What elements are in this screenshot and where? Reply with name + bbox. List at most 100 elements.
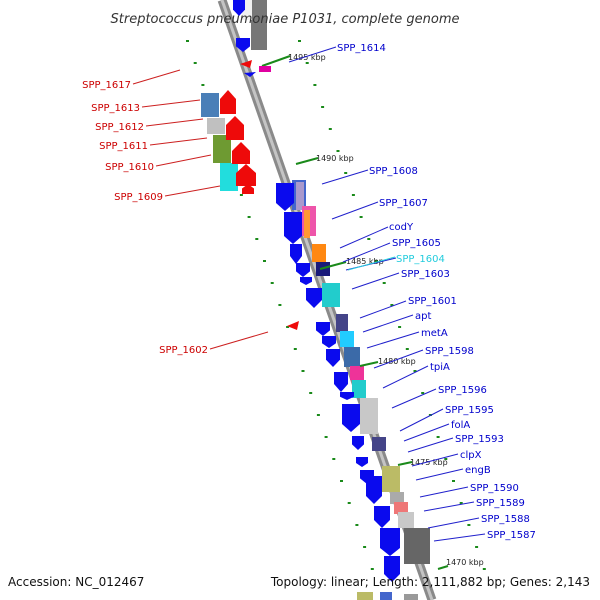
gene-label[interactable]: SPP_1595 — [445, 405, 494, 416]
forward-gene-arrow — [366, 476, 382, 504]
scale-dot — [363, 546, 367, 548]
scale-dot — [475, 546, 479, 548]
scale-dot — [405, 348, 409, 350]
gene-label[interactable]: clpX — [460, 450, 482, 461]
scale-dot — [293, 348, 297, 350]
gene-label[interactable]: SPP_1601 — [408, 296, 457, 307]
forward-gene-arrow — [342, 404, 360, 432]
forward-marker-icon — [244, 72, 256, 77]
gene-label[interactable]: codY — [389, 222, 414, 233]
page-title: Streptococcus pneumoniae P1031, complete… — [111, 12, 460, 27]
feature-box — [372, 437, 386, 451]
gene-label[interactable]: SPP_1587 — [487, 530, 536, 541]
feature-box — [259, 66, 271, 72]
gene-label[interactable]: SPP_1607 — [379, 198, 428, 209]
feature-box — [404, 594, 418, 600]
scale-dot — [436, 436, 440, 438]
highlight-leader — [347, 256, 396, 271]
gene-label[interactable]: folA — [451, 420, 470, 431]
feature-box — [201, 93, 219, 117]
gene-label[interactable]: SPP_1602 — [159, 345, 208, 356]
kbp-marker: 1495 kbp — [261, 53, 326, 67]
gene-label[interactable]: tpiA — [430, 362, 450, 373]
forward-gene-arrow — [276, 183, 294, 211]
scale-dot — [328, 128, 332, 130]
scale-dot — [370, 568, 374, 570]
scale-dot — [482, 568, 486, 570]
forward-gene-arrow — [296, 263, 310, 277]
forward-gene-arrow — [300, 277, 312, 285]
gene-label[interactable]: SPP_1609 — [114, 192, 163, 203]
forward-gene-arrow — [233, 0, 245, 16]
kbp-label: 1480 kbp — [378, 357, 416, 366]
gene-label[interactable]: SPP_1589 — [476, 498, 525, 509]
kbp-label: 1475 kbp — [410, 458, 448, 467]
forward-gene-arrow — [340, 392, 354, 400]
scale-dot — [359, 216, 363, 218]
scale-dot — [309, 392, 313, 394]
kbp-marker: 1485 kbp — [319, 257, 384, 270]
gene-label[interactable]: metA — [421, 328, 448, 339]
feature-box — [340, 331, 354, 347]
kbp-label: 1495 kbp — [288, 53, 326, 62]
topology-text: Topology: linear; Length: 2,111,882 bp; … — [270, 575, 590, 589]
gene-label[interactable]: SPP_1608 — [369, 166, 418, 177]
scale-dot — [298, 40, 301, 42]
kbp-label: 1490 kbp — [316, 154, 354, 163]
forward-gene-arrow — [384, 556, 400, 582]
scale-dot — [186, 40, 189, 42]
scale-dot — [263, 260, 266, 262]
forward-gene-labels: SPP_1614 SPP_1608 SPP_1607 codY SPP_1605… — [337, 43, 536, 541]
feature-box — [220, 163, 238, 191]
kbp-marker: 1490 kbp — [295, 154, 354, 165]
gene-label[interactable]: SPP_1617 — [82, 80, 131, 91]
scale-dot — [239, 194, 243, 196]
scale-dot — [367, 238, 371, 240]
scale-dots — [186, 40, 486, 570]
scale-dot — [355, 524, 359, 526]
gene-label[interactable]: SPP_1603 — [401, 269, 450, 280]
scale-dot — [459, 502, 463, 504]
gene-label-highlight[interactable]: SPP_1604 — [396, 254, 445, 265]
gene-label[interactable]: SPP_1593 — [455, 434, 504, 445]
feature-box — [251, 0, 267, 50]
gene-label[interactable]: SPP_1598 — [425, 346, 474, 357]
gene-label[interactable]: SPP_1610 — [105, 162, 154, 173]
scale-dot — [247, 216, 251, 218]
scale-dot — [286, 326, 290, 328]
feature-box — [322, 283, 340, 307]
forward-gene-arrow — [380, 528, 400, 556]
reverse-leaders — [132, 69, 269, 350]
feature-box — [312, 244, 326, 262]
scale-dot — [270, 282, 274, 284]
kbp-marker: 1470 kbp — [437, 558, 484, 570]
feature-box — [242, 0, 252, 20]
gene-label[interactable]: SPP_1614 — [337, 43, 386, 54]
scale-dot — [382, 282, 386, 284]
gene-label[interactable]: SPP_1588 — [481, 514, 530, 525]
reverse-gene-arrow — [220, 90, 236, 114]
forward-gene-arrow — [316, 322, 330, 336]
scale-dot — [321, 106, 325, 108]
gene-label[interactable]: SPP_1590 — [470, 483, 519, 494]
reverse-marker-icon — [240, 60, 252, 68]
gene-label[interactable]: SPP_1611 — [99, 141, 148, 152]
scale-dot — [421, 392, 425, 394]
feature-box — [304, 210, 310, 238]
scale-dot — [336, 150, 340, 152]
feature-box — [398, 512, 414, 528]
kbp-marker: 1480 kbp — [359, 357, 416, 367]
scale-dot — [398, 326, 402, 328]
gene-label[interactable]: apt — [415, 311, 431, 322]
scale-dot — [444, 458, 448, 460]
feature-box — [394, 502, 408, 514]
gene-label[interactable]: engB — [465, 465, 491, 476]
reverse-gene-arrow — [232, 142, 250, 164]
gene-label[interactable]: SPP_1605 — [392, 238, 441, 249]
forward-gene-arrow — [322, 336, 336, 348]
gene-label[interactable]: SPP_1596 — [438, 385, 487, 396]
scale-dot — [313, 84, 317, 86]
gene-label[interactable]: SPP_1612 — [95, 122, 144, 133]
gene-label[interactable]: SPP_1613 — [91, 103, 140, 114]
